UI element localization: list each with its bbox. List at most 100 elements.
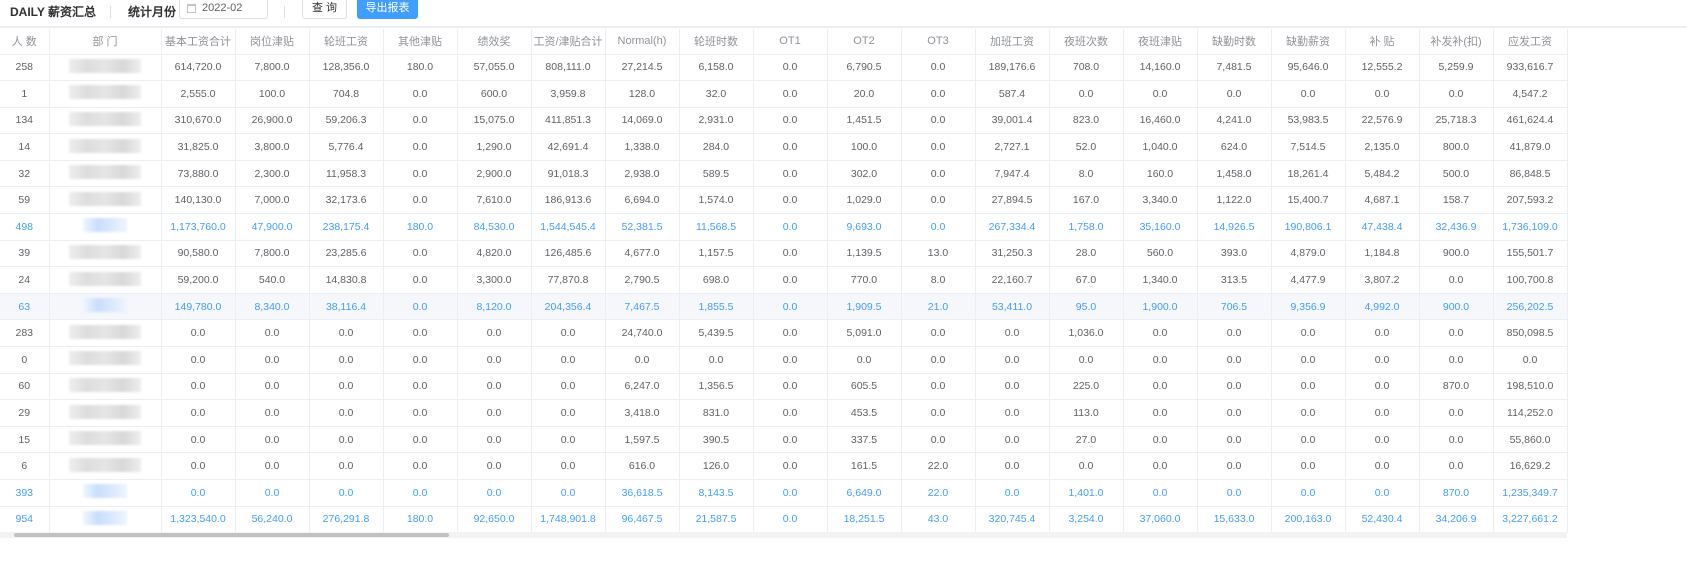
table-cell: 100,700.8: [1493, 266, 1568, 294]
column-header[interactable]: 轮班工资: [309, 29, 384, 55]
table-row[interactable]: 59 140,130.0 7,000.0 32,173.6 0.0 7,610.0 186,…: [0, 186, 1568, 215]
subtotal-row[interactable]: 63 149,780.0 8,340.0 38,116.4 0.0 8,120.0 204,…: [0, 293, 1568, 321]
table-cell: 2,790.5: [605, 266, 680, 294]
table-row[interactable]: 258 614,720.0 7,800.0 128,356.0 180.0 57,055.…: [0, 54, 1568, 82]
redacted-department-name: [83, 298, 127, 313]
column-header[interactable]: 工资/津贴合计: [531, 29, 606, 55]
table-cell: 57,055.0: [457, 54, 532, 82]
table-cell: 0.0: [1271, 399, 1346, 427]
table-cell: 0.0: [383, 479, 458, 507]
table-row[interactable]: 6 0.0 0.0 0.0 0.0 0.0 0.0 616.0 126.0 0.0 161.5 22.…: [0, 452, 1568, 480]
table-cell: 1,338.0: [605, 133, 680, 161]
subtotal-row[interactable]: 498 1,173,760.0 47,900.0 238,175.4 180.0 84,5…: [0, 213, 1568, 241]
table-cell: 390.5: [679, 426, 754, 454]
table-cell: 4,477.9: [1271, 266, 1346, 294]
table-cell: 11,568.5: [679, 213, 754, 241]
department-cell-redacted: [49, 506, 162, 534]
column-header[interactable]: OT2: [827, 29, 902, 55]
column-header[interactable]: 绩效奖: [457, 29, 532, 55]
table-row[interactable]: 134 310,670.0 26,900.0 59,206.3 0.0 15,075.0 4…: [0, 107, 1568, 135]
column-header[interactable]: 夜班次数: [1049, 29, 1124, 55]
table-cell: 0.0: [531, 346, 606, 374]
export-report-button[interactable]: 导出报表: [357, 0, 418, 19]
column-header[interactable]: 基本工资合计: [161, 29, 236, 55]
column-header[interactable]: 补 贴: [1345, 29, 1420, 55]
table-cell: 27,214.5: [605, 54, 680, 82]
column-header[interactable]: 岗位津贴: [235, 29, 310, 55]
column-header[interactable]: 补发补(扣): [1419, 29, 1494, 55]
subtotal-row[interactable]: 954 1,323,540.0 56,240.0 276,291.8 180.0 92,6…: [0, 506, 1568, 534]
month-picker[interactable]: 2022-02: [179, 0, 268, 19]
column-header[interactable]: 缺勤时数: [1197, 29, 1272, 55]
column-header[interactable]: 轮班时数: [679, 29, 754, 55]
table-row[interactable]: 1 2,555.0 100.0 704.8 0.0 600.0 3,959.8 128.0 32…: [0, 80, 1568, 108]
column-header[interactable]: Normal(h): [605, 29, 680, 55]
table-cell: 5,259.9: [1419, 54, 1494, 82]
column-header[interactable]: 夜班津贴: [1123, 29, 1198, 55]
table-cell: 0.0: [161, 399, 236, 427]
table-cell: 3,800.0: [235, 133, 310, 161]
table-cell: 16,460.0: [1123, 107, 1198, 135]
table-cell: 0.0: [1197, 319, 1272, 348]
table-row[interactable]: 283 0.0 0.0 0.0 0.0 0.0 0.0 24,740.0 5,439.5 0.0 5…: [0, 319, 1568, 348]
table-cell: 4,992.0: [1345, 293, 1420, 321]
table-cell: 800.0: [1419, 133, 1494, 161]
table-row[interactable]: 14 31,825.0 3,800.0 5,776.4 0.0 1,290.0 42,691…: [0, 133, 1568, 161]
table-cell: 2,135.0: [1345, 133, 1420, 161]
table-cell: 823.0: [1049, 107, 1124, 135]
table-cell: 587.4: [975, 80, 1050, 108]
horizontal-scrollbar[interactable]: [14, 533, 449, 537]
table-cell: 86,848.5: [1493, 160, 1568, 188]
table-cell: 7,481.5: [1197, 54, 1272, 82]
column-header[interactable]: 加班工资: [975, 29, 1050, 55]
table-cell: 59,206.3: [309, 107, 384, 135]
table-row[interactable]: 24 59,200.0 540.0 14,830.8 0.0 3,300.0 77,870.…: [0, 266, 1568, 294]
table-row[interactable]: 60 0.0 0.0 0.0 0.0 0.0 0.0 6,247.0 1,356.5 0.0 605…: [0, 373, 1568, 401]
table-cell: 95,646.0: [1271, 54, 1346, 82]
table-cell: 0.0: [753, 319, 828, 348]
table-cell: 0.0: [1345, 399, 1420, 427]
table-row[interactable]: 15 0.0 0.0 0.0 0.0 0.0 0.0 1,597.5 390.5 0.0 337.5…: [0, 426, 1568, 454]
table-cell: 0.0: [1271, 319, 1346, 348]
subtotal-row[interactable]: 393 0.0 0.0 0.0 0.0 0.0 0.0 36,618.5 8,143.5 0.0 6…: [0, 479, 1568, 507]
column-header[interactable]: OT3: [901, 29, 976, 55]
table-row[interactable]: 29 0.0 0.0 0.0 0.0 0.0 0.0 3,418.0 831.0 0.0 453.5…: [0, 399, 1568, 427]
table-cell: 37,060.0: [1123, 506, 1198, 534]
table-cell: 4,820.0: [457, 240, 532, 268]
table-cell: 1,597.5: [605, 426, 680, 454]
horizontal-scroll-track[interactable]: [0, 532, 1567, 538]
column-header[interactable]: 人 数: [0, 29, 50, 55]
table-cell: 22.0: [901, 479, 976, 507]
table-cell: 39: [0, 240, 50, 268]
table-cell: 850,098.5: [1493, 319, 1568, 348]
table-row[interactable]: 32 73,880.0 2,300.0 11,958.3 0.0 2,900.0 91,01…: [0, 160, 1568, 188]
table-cell: 0.0: [605, 346, 680, 374]
table-cell: 15: [0, 426, 50, 454]
query-button[interactable]: 查 询: [302, 0, 347, 19]
column-header[interactable]: 缺勤薪资: [1271, 29, 1346, 55]
table-cell: 4,547.2: [1493, 80, 1568, 108]
table-cell: 0.0: [1197, 426, 1272, 454]
table-cell: 0.0: [161, 346, 236, 374]
column-header[interactable]: 其他津贴: [383, 29, 458, 55]
table-cell: 0.0: [383, 266, 458, 294]
department-cell-redacted: [49, 213, 162, 241]
table-row[interactable]: 0 0.0 0.0 0.0 0.0 0.0 0.0 0.0 0.0 0.0 0.0 0.0 0.0 0.0…: [0, 346, 1568, 374]
column-header[interactable]: 应发工资: [1493, 29, 1568, 55]
table-row[interactable]: 39 90,580.0 7,800.0 23,285.6 0.0 4,820.0 126,4…: [0, 240, 1568, 268]
table-cell: 0.0: [901, 186, 976, 215]
table-cell: 1,184.8: [1345, 240, 1420, 268]
department-cell-redacted: [49, 399, 162, 427]
table-cell: 200,163.0: [1271, 506, 1346, 534]
table-cell: 1,736,109.0: [1493, 213, 1568, 241]
table-cell: 100.0: [235, 80, 310, 108]
table-cell: 320,745.4: [975, 506, 1050, 534]
column-header[interactable]: 部 门: [49, 29, 162, 55]
column-header[interactable]: OT1: [753, 29, 828, 55]
table-cell: 149,780.0: [161, 293, 236, 321]
table-cell: 114,252.0: [1493, 399, 1568, 427]
table-cell: 0.0: [753, 506, 828, 534]
table-cell: 0.0: [383, 346, 458, 374]
table-cell: 35,160.0: [1123, 213, 1198, 241]
table-cell: 24: [0, 266, 50, 294]
